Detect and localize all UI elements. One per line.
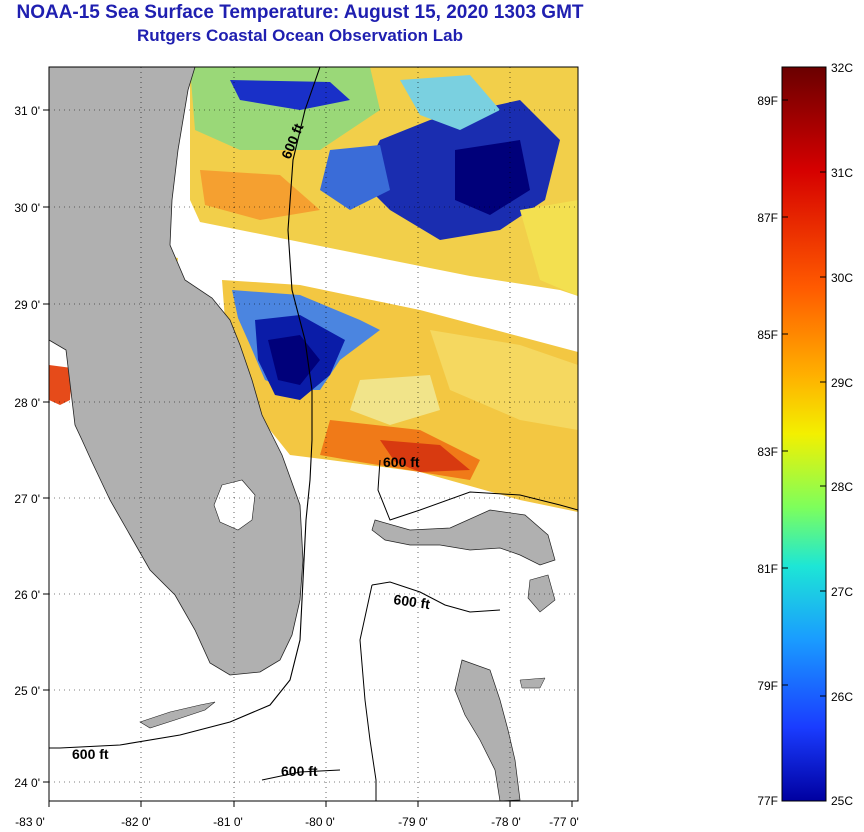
lon-label-81: -81 0' [213,815,243,829]
colorbar-celsius-ticks [820,171,826,697]
cb-fahrenheit-83: 83F [757,445,778,459]
cb-fahrenheit-81: 81F [757,562,778,576]
cb-celsius-25: 25C [831,794,853,808]
lon-label-77: -77 0' [549,815,579,829]
contour-label-west: 600 ft [72,746,109,762]
contour-label-south: 600 ft [281,763,318,779]
cb-celsius-27: 27C [831,585,853,599]
isobath-600ft-south [261,769,341,781]
cb-celsius-29: 29C [831,376,853,390]
colorbar [781,66,827,802]
map-area [49,67,578,801]
cb-fahrenheit-89: 89F [757,94,778,108]
cb-celsius-30: 30C [831,271,853,285]
cb-celsius-32: 32C [831,61,853,75]
cb-celsius-26: 26C [831,690,853,704]
isobath-600ft-central [371,581,501,613]
lon-label-82: -82 0' [121,815,151,829]
cb-celsius-31: 31C [831,166,853,180]
cb-fahrenheit-79: 79F [757,679,778,693]
colorbar-fahrenheit-ticks [782,99,788,686]
bahamas-grand-bahama [371,509,556,566]
isobath-600ft-florida [49,67,321,749]
isobath-600ft-channel [359,584,377,801]
isobath-600ft-bahama-north [377,459,578,521]
contour-label-bahama: 600 ft [383,454,420,470]
lat-label-31: 31 0' [14,104,40,118]
lat-label-26: 26 0' [14,588,40,602]
lon-ticks [48,801,573,807]
cb-fahrenheit-85: 85F [757,328,778,342]
lat-label-27: 27 0' [14,492,40,506]
map-frame [48,66,579,802]
lat-label-29: 29 0' [14,298,40,312]
lon-label-79: -79 0' [398,815,428,829]
lat-label-25: 25 0' [14,684,40,698]
lat-label-28: 28 0' [14,396,40,410]
map-subtitle: Rutgers Coastal Ocean Observation Lab [137,26,463,45]
graticule [49,67,578,801]
lon-label-80: -80 0' [305,815,335,829]
bahamas-abaco [527,574,556,613]
contour-label-central: 600 ft [393,591,432,612]
sst-patch-gulf [49,365,72,405]
map-title: NOAA-15 Sea Surface Temperature: August … [16,2,584,23]
lon-label-83: -83 0' [15,815,45,829]
bahamas-small-island [519,677,546,689]
florida-keys [139,701,216,729]
lat-label-30: 30 0' [14,201,40,215]
lat-ticks [43,109,49,783]
cb-fahrenheit-77: 77F [757,794,778,808]
lat-label-24: 24 0' [14,776,40,790]
lake-okeechobee [213,479,256,531]
lon-label-78: -78 0' [491,815,521,829]
cb-fahrenheit-87: 87F [757,211,778,225]
cb-celsius-28: 28C [831,480,853,494]
